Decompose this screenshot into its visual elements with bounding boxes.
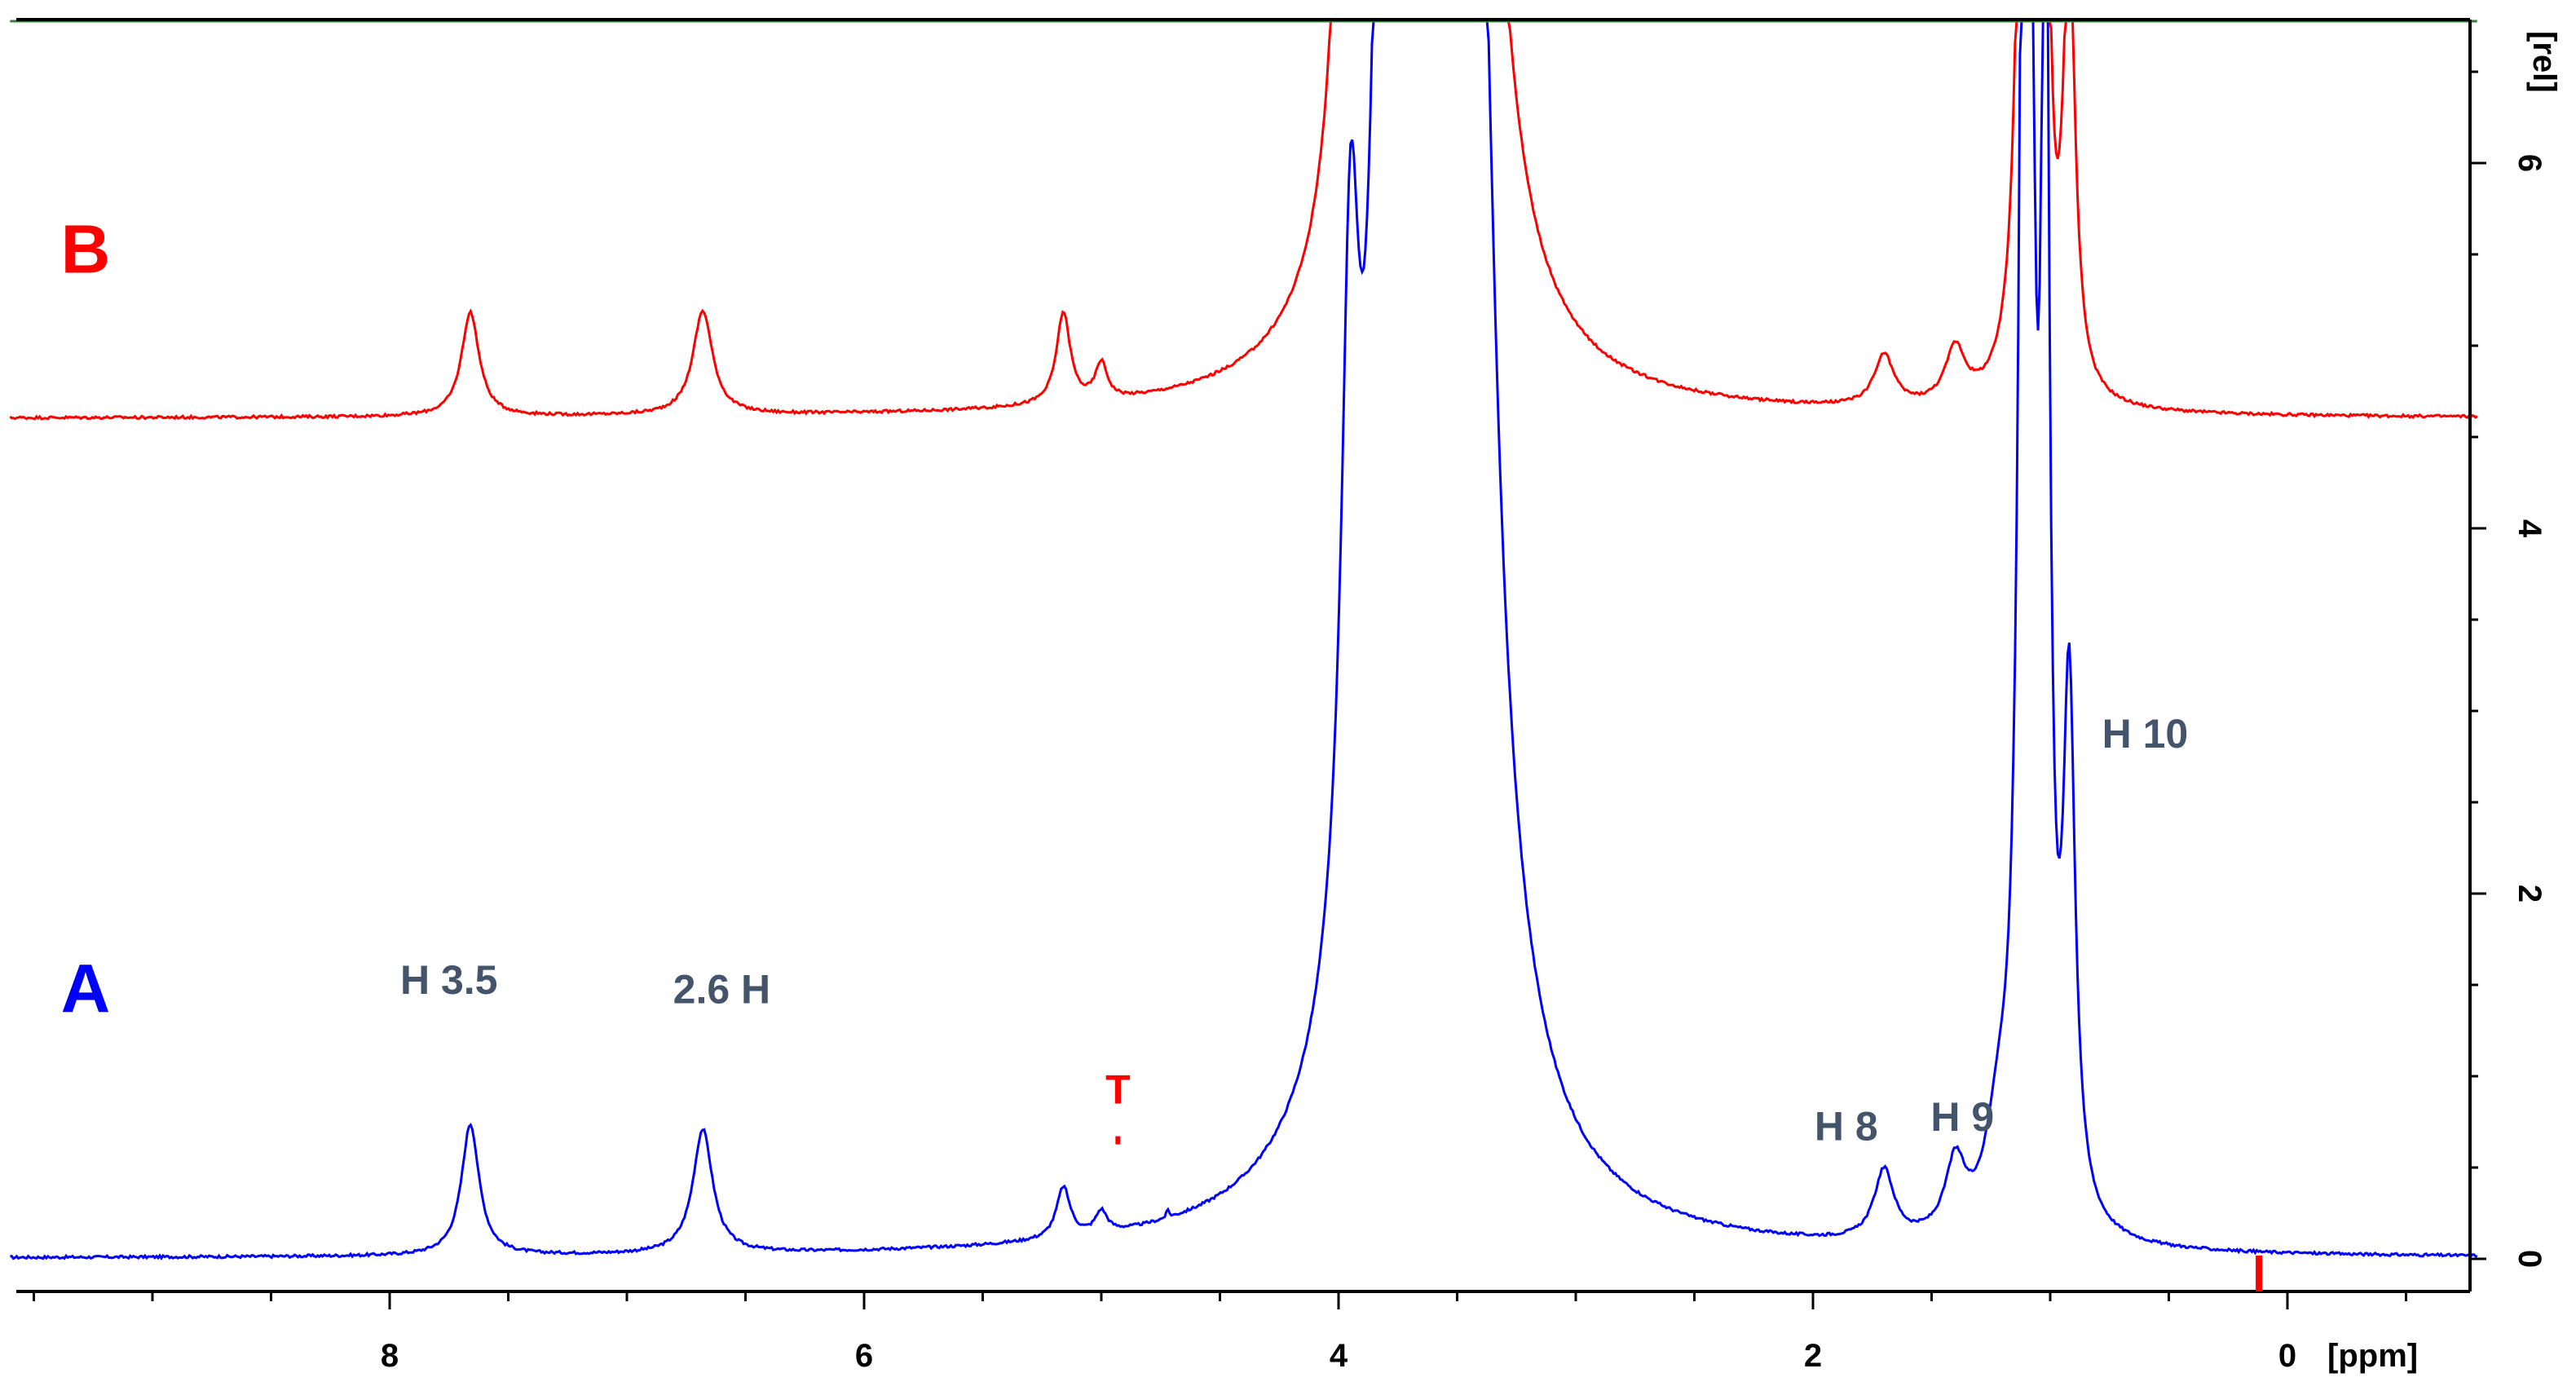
peak-annotation: 2.6 H bbox=[673, 966, 771, 1012]
spectrum-traces bbox=[9, 20, 2478, 1261]
trace-b-line bbox=[9, 20, 2478, 421]
peak-annotation: H 10 bbox=[2102, 711, 2189, 757]
trace-a-line bbox=[10, 20, 2478, 1261]
x-tick-label: 6 bbox=[855, 1338, 873, 1374]
x-tick-label: 0 bbox=[2278, 1338, 2296, 1374]
x-tick-label: 4 bbox=[1330, 1338, 1348, 1374]
annotation-dot bbox=[1115, 1136, 1121, 1145]
trace-label-a: A bbox=[61, 951, 111, 1027]
x-unit-label: [ppm] bbox=[2327, 1338, 2418, 1374]
peak-annotation: H 3.5 bbox=[400, 957, 498, 1003]
y-tick-label: 2 bbox=[2512, 885, 2547, 903]
peak-annotation: T bbox=[1105, 1067, 1131, 1113]
y-tick-label: 4 bbox=[2512, 519, 2547, 538]
x-tick-label: 8 bbox=[381, 1338, 399, 1374]
trace-label-b: B bbox=[61, 210, 111, 287]
x-tick-label: 2 bbox=[1804, 1338, 1822, 1374]
annotations: H 3.52.6 HTH 8H 9H 10ABC bbox=[61, 210, 2263, 1291]
peak-annotation: H 9 bbox=[1930, 1094, 1994, 1140]
axis-ticks: 86420024681012 bbox=[33, 70, 2547, 1374]
y-unit-label: [rel] bbox=[2526, 31, 2562, 93]
y-tick-label: 0 bbox=[2512, 1250, 2547, 1268]
y-tick-label: 6 bbox=[2512, 154, 2547, 172]
peak-annotation: H 8 bbox=[1815, 1103, 1878, 1149]
chart-axes bbox=[16, 18, 2472, 1293]
reference-marker bbox=[2256, 1256, 2263, 1291]
